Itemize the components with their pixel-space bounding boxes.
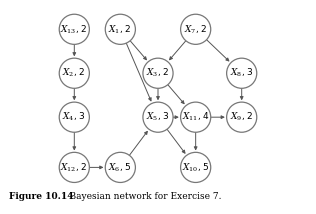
Text: $X_7$, 2: $X_7$, 2 — [184, 23, 208, 36]
Text: Bayesian network for Exercise 7.: Bayesian network for Exercise 7. — [58, 192, 222, 201]
Text: $X_{11}$, 4: $X_{11}$, 4 — [182, 111, 210, 123]
Circle shape — [59, 14, 89, 44]
Text: $X_{10}$, 5: $X_{10}$, 5 — [182, 161, 210, 174]
Circle shape — [181, 102, 211, 132]
Text: $X_4$, 3: $X_4$, 3 — [62, 111, 86, 123]
Text: $X_2$, 2: $X_2$, 2 — [63, 67, 86, 79]
Circle shape — [143, 102, 173, 132]
Circle shape — [105, 152, 135, 183]
Text: Figure 10.14: Figure 10.14 — [9, 192, 74, 201]
Circle shape — [105, 14, 135, 44]
Circle shape — [227, 102, 257, 132]
Circle shape — [59, 58, 89, 88]
Circle shape — [59, 152, 89, 183]
Circle shape — [143, 58, 173, 88]
Circle shape — [227, 58, 257, 88]
Text: $X_8$, 3: $X_8$, 3 — [230, 67, 254, 79]
Text: $X_6$, 5: $X_6$, 5 — [108, 161, 132, 174]
Circle shape — [181, 14, 211, 44]
Text: $X_3$, 2: $X_3$, 2 — [146, 67, 170, 79]
Text: $X_{12}$, 2: $X_{12}$, 2 — [60, 161, 88, 174]
Text: $X_5$, 3: $X_5$, 3 — [146, 111, 170, 123]
Text: $X_{13}$, 2: $X_{13}$, 2 — [60, 23, 88, 36]
Circle shape — [181, 152, 211, 183]
Text: $X_1$, 2: $X_1$, 2 — [108, 23, 132, 36]
Circle shape — [59, 102, 89, 132]
Text: $X_9$, 2: $X_9$, 2 — [230, 111, 253, 123]
